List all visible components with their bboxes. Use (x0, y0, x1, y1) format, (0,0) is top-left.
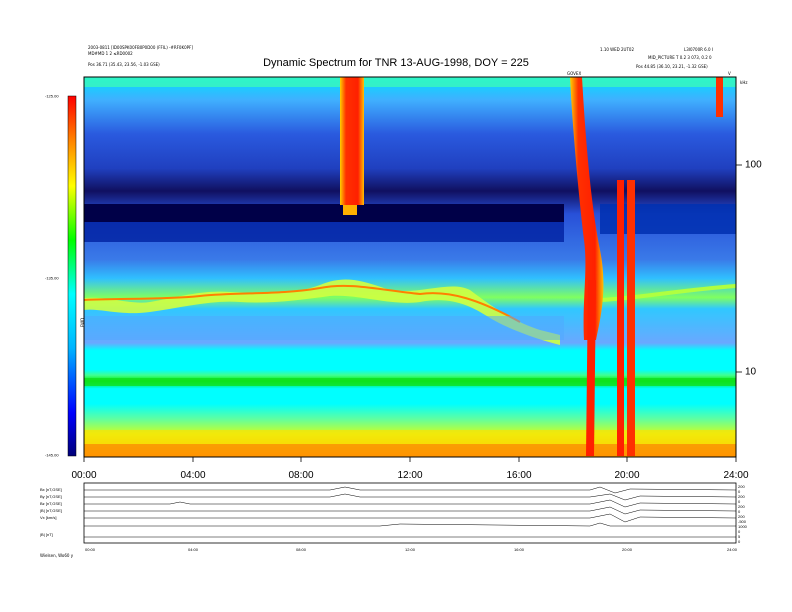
ts-range-10: 5 (738, 534, 741, 539)
header-info-right-1: 1.10 WED 2UT02 (600, 47, 635, 52)
freq-tick-10: 10 (745, 366, 757, 378)
ts-range-8: 1000 (738, 524, 747, 529)
ts-time-0: 00:00 (84, 547, 96, 552)
ts-range-1: 0 (738, 489, 741, 494)
ts-range-5: 0 (738, 509, 741, 514)
time-tick-5: 20:00 (614, 470, 640, 481)
ts-time-4: 16:00 (513, 547, 525, 552)
header-info-left-3: Pos 36.71 (35.43, 23.56, -1.03 GSE) (88, 62, 160, 67)
ts-label-bx: Bx [nT,GSE] (40, 487, 62, 492)
ts-range-0: 200 (738, 484, 745, 489)
burst-20h-a (617, 180, 624, 456)
colorbar (67, 95, 77, 457)
event-marker-label: GOVEX (567, 71, 582, 76)
header-info-left-2: MD#MD 1 2 ≤RD0002 (88, 51, 133, 56)
time-tick-2: 08:00 (288, 470, 314, 481)
freq-axis-unit: kHz (740, 80, 748, 85)
ts-label-b: |B| [nT] (40, 532, 53, 537)
header-info-right-4: Pos 44.85 (36.10, 23.21, -1.32 GSE) (636, 64, 708, 69)
burst-10h (340, 77, 364, 205)
ts-range-11: 0 (738, 539, 741, 544)
time-tick-0: 00:00 (71, 470, 97, 481)
ts-time-1: 04:00 (187, 547, 199, 552)
ts-range-9: 0 (738, 529, 741, 534)
timeseries-panel (83, 482, 737, 544)
ts-range-2: 200 (738, 494, 745, 499)
time-tick-1: 04:00 (180, 470, 206, 481)
burst-18h (570, 77, 604, 340)
time-tick-4: 16:00 (506, 470, 532, 481)
colorbar-unit: FWD (80, 317, 86, 328)
ts-range-7: -500 (738, 519, 747, 524)
colorbar-label-mid: -135.00 (45, 275, 59, 281)
ts-time-5: 20:00 (621, 547, 633, 552)
header-info-right-2: L3I0700R 6.0 I (684, 47, 713, 52)
header-info-left-1: 2003-0811 [ID00SPK00FB0P0D00 (FFIL) -#RF… (88, 45, 193, 50)
colorbar-label-bottom: -145.00 (45, 452, 59, 458)
ts-range-3: 0 (738, 499, 741, 504)
ts-label-vx: Vx [km/s] (40, 515, 57, 520)
ts-time-3: 12:00 (404, 547, 416, 552)
freq-tick-100: 100 (745, 159, 762, 171)
ts-time-2: 08:00 (295, 547, 307, 552)
ts-range-6: 200 (738, 514, 745, 519)
chart-title: Dynamic Spectrum for TNR 13-AUG-1998, DO… (263, 57, 529, 69)
ts-label-bz: Bz [nT,GSE] (40, 501, 62, 506)
burst-20h-b (627, 180, 635, 456)
ts-range-4: 200 (738, 504, 745, 509)
footer-credit: Wielsen, Wo60 y (40, 553, 74, 558)
ts-label-bmag: |B| [nT,GSE] (40, 508, 62, 513)
time-tick-6: 24:00 (723, 470, 749, 481)
v-marker-label: V (728, 71, 731, 76)
header-info-right-3: MID_PICTURE T 0.2 3 073, 0.2 0 (648, 55, 712, 60)
ts-time-6: 24:00 (726, 547, 738, 552)
ts-label-by: By [nT,GSE] (40, 494, 62, 499)
colorbar-label-top: -125.00 (45, 93, 59, 99)
time-tick-3: 12:00 (397, 470, 423, 481)
